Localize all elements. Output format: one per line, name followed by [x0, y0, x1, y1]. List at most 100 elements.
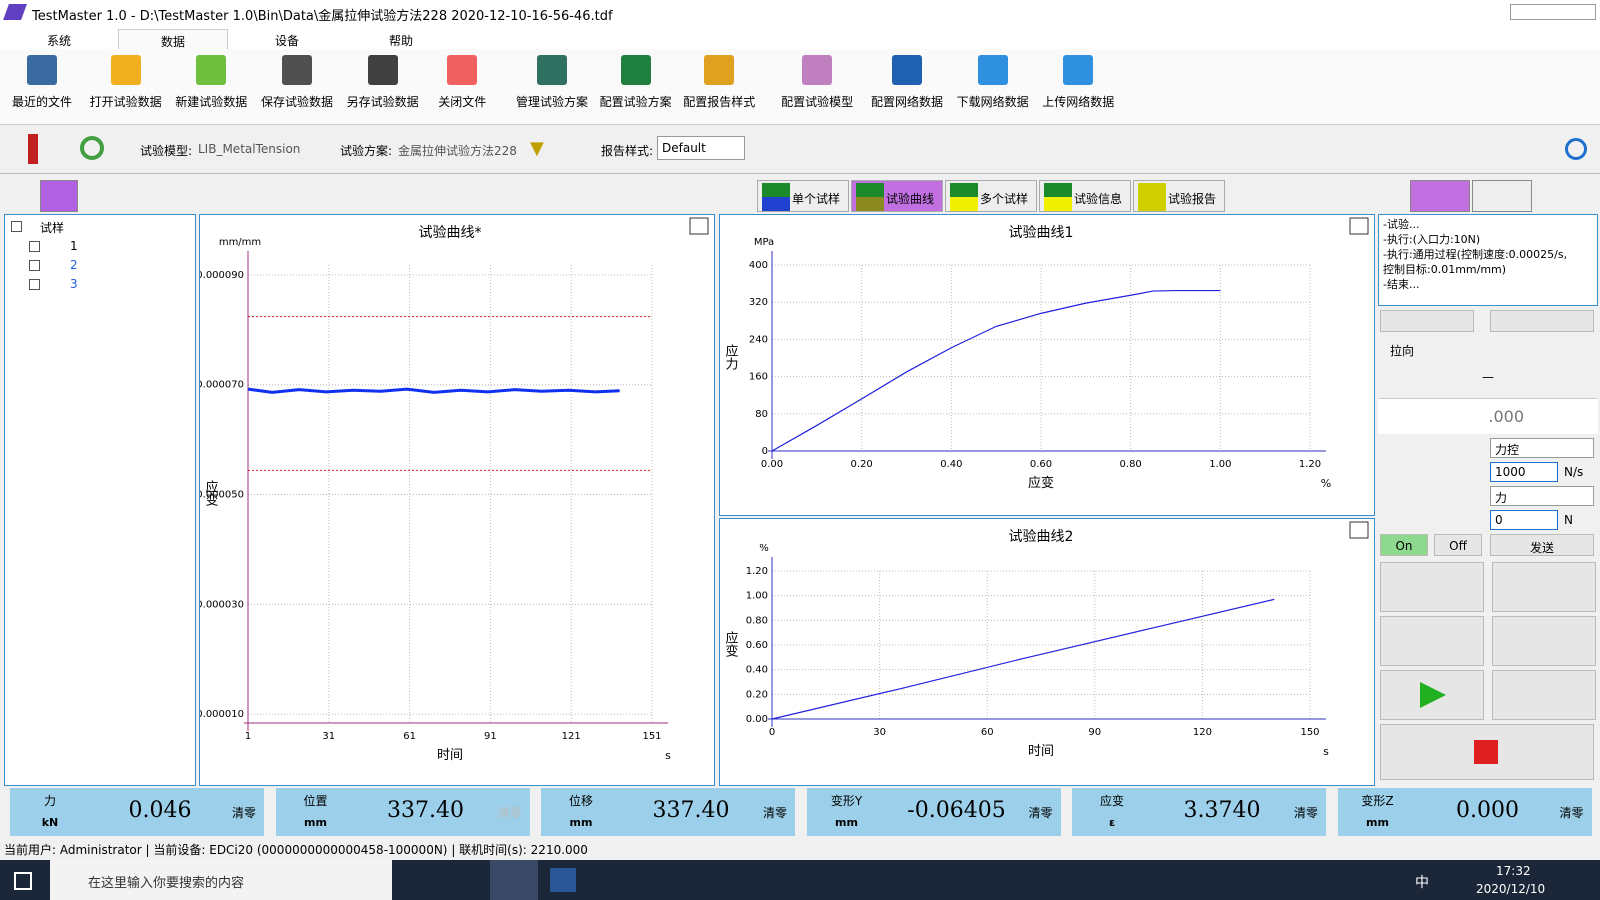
meter-name: 位置	[276, 792, 356, 809]
input[interactable]: 1000	[1490, 462, 1558, 482]
search-icon[interactable]	[1565, 138, 1587, 160]
taskbar-app[interactable]	[550, 868, 576, 892]
y-unit: mm/mm	[219, 237, 261, 248]
x-tick-label: 151	[642, 731, 661, 742]
jog-button[interactable]	[1492, 616, 1596, 666]
refresh-icon[interactable]	[80, 136, 104, 160]
view-tab[interactable]: 试验报告	[1133, 180, 1225, 212]
x-axis-label: 时间	[1028, 744, 1054, 759]
jog-button[interactable]	[1380, 562, 1484, 612]
chart-title: 试验曲线*	[419, 225, 482, 241]
y-tick-label: 400	[749, 260, 768, 271]
x-tick-label: 0.00	[761, 459, 783, 470]
menu-tab[interactable]: 系统	[4, 29, 114, 49]
log-line: -执行:(入口力:10N)	[1383, 232, 1593, 247]
jog-button[interactable]	[1380, 616, 1484, 666]
toolbar-button[interactable]: 新建试验数据	[169, 53, 253, 110]
button[interactable]: 发送	[1490, 534, 1594, 556]
log-line: -结束...	[1383, 277, 1593, 292]
toolbar-icon	[368, 55, 398, 85]
y-tick-label: 0.000010	[200, 709, 244, 720]
warning-tab[interactable]	[1472, 180, 1532, 212]
button[interactable]: Off	[1434, 534, 1482, 556]
toolbar-button[interactable]: 关闭文件	[420, 53, 504, 110]
view-tab[interactable]: 多个试样	[945, 180, 1037, 212]
tree-item-label: 2	[70, 258, 78, 272]
menu-tab[interactable]: 数据	[118, 29, 228, 49]
jog-button[interactable]	[1492, 670, 1596, 720]
add-specimen-icon[interactable]	[28, 134, 38, 164]
meter-action[interactable]: 清零	[1294, 804, 1318, 821]
tab-icon	[762, 183, 790, 211]
icon-button[interactable]	[1490, 310, 1594, 332]
tab-label: 试验报告	[1168, 192, 1216, 206]
taskbar-app[interactable]	[490, 860, 538, 900]
toolbar-button[interactable]: 上传网络数据	[1036, 53, 1120, 110]
tab-label: 试验曲线	[886, 192, 934, 206]
view-tab[interactable]: 试验信息	[1039, 180, 1131, 212]
tree-item[interactable]: 1	[29, 239, 78, 253]
model-value: LIB_MetalTension	[198, 142, 300, 156]
meter-action[interactable]: 清零	[232, 804, 256, 821]
jog-button[interactable]	[1492, 562, 1596, 612]
start-button[interactable]	[14, 872, 32, 890]
toolbar-button[interactable]: 最近的文件	[0, 53, 84, 110]
y-tick-label: 0.80	[746, 615, 768, 626]
ime[interactable]: 中	[1415, 872, 1429, 892]
scheme-dropdown[interactable]: ▼	[530, 138, 544, 159]
toolbar-button[interactable]: 下载网络数据	[951, 53, 1035, 110]
toolbar-button[interactable]: 另存试验数据	[341, 53, 425, 110]
title-bar: TestMaster 1.0 - D:\TestMaster 1.0\Bin\D…	[0, 0, 1600, 26]
input[interactable]: 0	[1490, 510, 1558, 530]
y-tick-label: 0	[762, 446, 768, 457]
x-tick-label: 150	[1300, 727, 1319, 738]
toolbar-label: 上传网络数据	[1042, 95, 1114, 109]
toolbar-button[interactable]: 打开试验数据	[84, 53, 168, 110]
menu-tab[interactable]: 设备	[232, 29, 342, 49]
meter-action[interactable]: 清零	[1029, 804, 1053, 821]
tab-label: 试验信息	[1074, 192, 1122, 206]
view-tab[interactable]: 单个试样	[757, 180, 849, 212]
report-select[interactable]: Default	[657, 136, 745, 160]
status-text: 联机时间(s):	[459, 843, 527, 857]
view-tab[interactable]: 试验曲线	[851, 180, 943, 212]
menu-tab[interactable]: 帮助	[346, 29, 456, 49]
meter-action[interactable]: 清零	[1560, 804, 1584, 821]
toolbar-button[interactable]: 配置试验方案	[594, 53, 678, 110]
series-line	[248, 389, 620, 392]
meter-unit: mm	[541, 816, 621, 829]
tree-item[interactable]: 3	[29, 277, 78, 291]
toolbar-button[interactable]: 保存试验数据	[255, 53, 339, 110]
button[interactable]: On	[1380, 534, 1428, 556]
unit-label: N	[1564, 513, 1573, 527]
search-box[interactable]: 在这里输入你要搜索的内容	[50, 860, 392, 900]
tree-root[interactable]: 试样	[11, 219, 64, 236]
toolbar-button[interactable]: 配置网络数据	[865, 53, 949, 110]
x-unit: s	[1323, 745, 1329, 758]
tree-root-label: 试样	[40, 221, 64, 235]
chart-panel: 试验曲线*mm/mms时间应变13161911211510.0000100.00…	[199, 214, 715, 786]
toolbar-label: 配置试验方案	[600, 95, 672, 109]
meter-name: 位移	[541, 792, 621, 809]
select-value: 力	[1495, 491, 1507, 505]
toolbar-button[interactable]: 配置试验模型	[775, 53, 859, 110]
meter-action[interactable]: 清零	[498, 804, 522, 821]
scheme-value[interactable]: 金属拉伸试验方法228	[398, 142, 517, 159]
x-tick-label: 0	[769, 727, 775, 738]
alarm-tab[interactable]	[1410, 180, 1470, 212]
input-value: 1000	[1495, 465, 1526, 479]
toolbar-button[interactable]: 配置报告样式	[677, 53, 761, 110]
x-tick-label: 1.00	[1209, 459, 1231, 470]
window-controls[interactable]	[1510, 4, 1596, 20]
meter-action[interactable]: 清零	[763, 804, 787, 821]
select[interactable]: 力	[1490, 486, 1594, 506]
toolbar-icon	[704, 55, 734, 85]
tree-item[interactable]: 2	[29, 258, 78, 272]
y-unit: MPa	[754, 237, 774, 248]
toolbar-button[interactable]: 管理试验方案	[510, 53, 594, 110]
icon-button[interactable]	[1380, 310, 1474, 332]
select[interactable]: 力控	[1490, 438, 1594, 458]
meter-unit: ε	[1072, 816, 1152, 829]
tree-tab[interactable]	[40, 180, 78, 212]
dash: —	[1482, 370, 1494, 384]
